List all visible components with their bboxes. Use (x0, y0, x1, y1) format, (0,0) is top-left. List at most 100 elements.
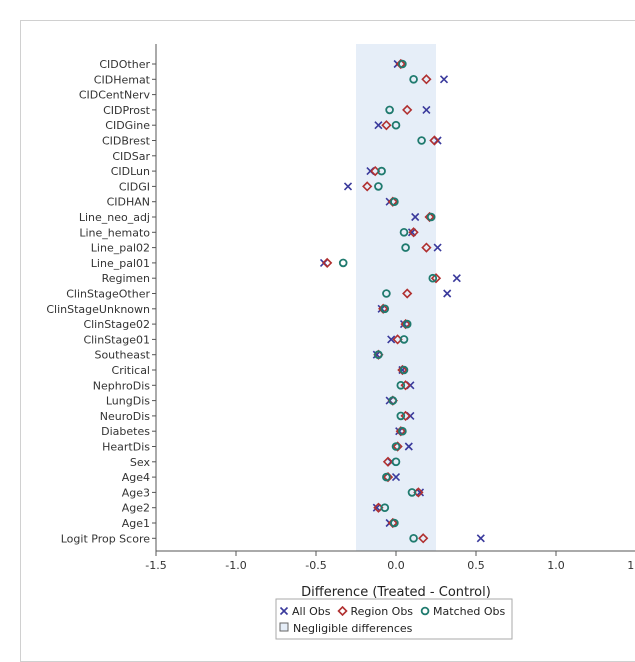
region-obs-point (408, 227, 419, 238)
matched-obs-point (382, 289, 391, 298)
matched-obs-point (382, 472, 391, 482)
negligible-band (356, 44, 436, 551)
matched-obs-point (374, 182, 383, 191)
y-tick-label: Age2 (122, 502, 150, 515)
legend-band-swatch (279, 622, 289, 632)
all-obs-point (439, 75, 449, 84)
y-tick-label: Age4 (122, 471, 150, 484)
y-tick-label: LungDis (106, 395, 150, 408)
matched-obs-point (388, 396, 398, 405)
region-obs-point (392, 441, 403, 452)
legend-label: Region Obs (351, 605, 414, 618)
matched-obs-point (401, 243, 410, 252)
chart-frame: CIDOther CIDHemat CIDCentNerv CIDProst CIDGi… (20, 20, 635, 662)
all-obs-point (343, 182, 353, 191)
region-obs-point (430, 273, 442, 284)
matched-obs-point (402, 319, 412, 329)
region-obs-point (387, 517, 398, 529)
x-axis-label: Difference (Treated - Control) (301, 585, 491, 600)
all-obs-point (433, 243, 442, 252)
y-tick-label: ClinStageOther (66, 288, 150, 301)
x-tick-label: -1.5 (145, 559, 166, 572)
matched-obs-point (399, 335, 409, 344)
all-obs-point (476, 534, 485, 543)
matched-obs-point (428, 273, 438, 283)
y-tick-label: CIDLun (111, 165, 150, 178)
x-tick-label: 1.5 (627, 559, 635, 572)
x-tick-label: 1.0 (547, 559, 565, 572)
region-obs-point (397, 364, 408, 376)
y-tick-label: CIDHemat (94, 73, 151, 86)
matched-obs-point (380, 503, 390, 513)
matched-obs-point (407, 488, 417, 497)
legend-label: All Obs (292, 605, 331, 618)
matched-obs-point (426, 212, 436, 222)
matched-obs-point (377, 166, 386, 176)
matched-obs-point (399, 228, 409, 237)
matched-obs-point (391, 442, 401, 451)
chart-svg: CIDOther CIDHemat CIDCentNerv CIDProst CIDGi… (46, 44, 635, 640)
region-obs-point (400, 318, 411, 330)
region-obs-point (418, 533, 429, 544)
legend-marker (420, 606, 430, 616)
all-obs-point (374, 121, 383, 130)
matched-obs-point (396, 411, 406, 421)
matched-obs-point (391, 457, 401, 467)
matched-obs-point (396, 380, 406, 390)
region-obs-point (400, 380, 411, 391)
y-tick-label: Critical (112, 364, 150, 377)
y-tick-label: Age1 (122, 517, 150, 530)
region-obs-point (362, 181, 373, 192)
region-obs-point (395, 426, 406, 437)
region-obs-point (381, 120, 392, 131)
matched-obs-point (338, 258, 348, 268)
y-tick-label: CIDGI (119, 180, 150, 193)
matched-obs-point (391, 120, 401, 130)
region-obs-point (402, 104, 413, 116)
x-tick-label: 0.0 (387, 559, 405, 572)
y-tick-label: Logit Prop Score (61, 532, 150, 545)
region-obs-point (421, 242, 432, 253)
all-obs-point (387, 335, 396, 344)
y-tick-label: Regimen (102, 272, 150, 285)
all-obs-point (404, 442, 413, 451)
all-obs-point (411, 212, 420, 222)
y-tick-label: CIDCentNerv (79, 89, 151, 102)
matched-obs-point (380, 304, 390, 314)
y-tick-label: ClinStage02 (83, 318, 150, 331)
region-obs-point (387, 196, 398, 207)
y-tick-label: Diabetes (101, 425, 150, 438)
all-obs-point (391, 473, 401, 482)
matched-obs-point (390, 197, 399, 207)
matched-obs-point (398, 59, 407, 69)
y-tick-label: Line_pal01 (91, 257, 150, 270)
legend-label: Matched Obs (433, 605, 505, 618)
region-obs-point (378, 303, 389, 314)
region-obs-point (400, 410, 411, 422)
x-tick-label: 0.5 (467, 559, 485, 572)
matched-obs-point (374, 350, 383, 360)
region-obs-point (402, 288, 413, 299)
matched-obs-point (385, 105, 394, 115)
y-tick-label: CIDSar (112, 150, 150, 163)
legend-box (275, 598, 513, 640)
y-tick-label: CIDProst (103, 104, 151, 117)
x-tick-label: -1.0 (225, 559, 246, 572)
y-tick-label: Line_pal02 (91, 242, 150, 255)
y-tick-label: CIDBrest (102, 135, 151, 148)
y-tick-label: Sex (130, 456, 151, 469)
y-tick-label: Age3 (122, 486, 150, 499)
y-tick-label: Southeast (94, 349, 150, 362)
region-obs-point (322, 257, 333, 269)
x-tick-label: -0.5 (305, 559, 326, 572)
y-tick-label: CIDGine (105, 119, 150, 132)
y-tick-label: ClinStageUnknown (46, 303, 150, 316)
region-obs-point (421, 74, 432, 85)
all-obs-point (443, 289, 452, 298)
y-tick-label: CIDHAN (107, 196, 150, 209)
matched-obs-point (409, 533, 418, 543)
all-obs-point (422, 105, 431, 114)
region-obs-point (429, 135, 440, 146)
region-obs-point (382, 456, 394, 467)
y-tick-label: Line_neo_adj (79, 211, 150, 224)
